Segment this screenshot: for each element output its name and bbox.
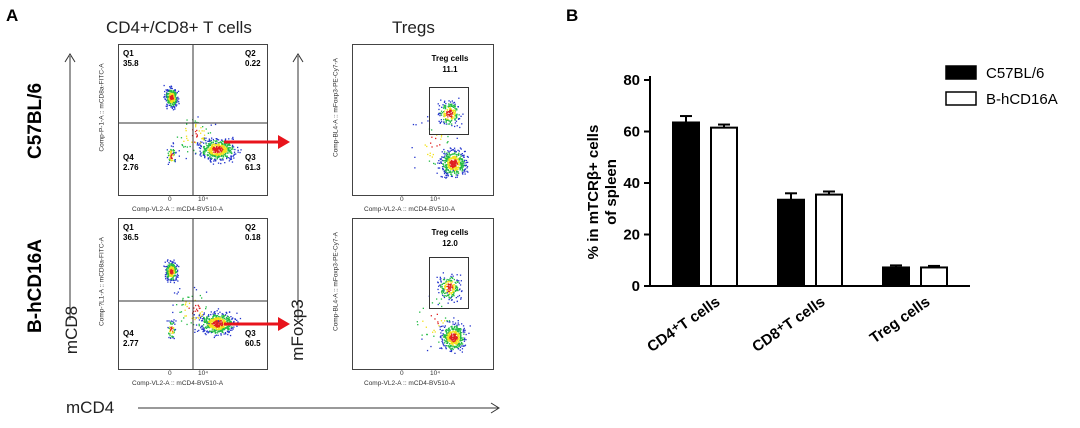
bar-b-hcd16a — [815, 193, 843, 287]
mcd4-axis-arrow — [138, 402, 500, 414]
mfoxp3-axis-arrow — [292, 53, 304, 320]
scatter-dots — [163, 84, 242, 165]
mcd8-axis-label: mCD8 — [62, 305, 81, 355]
legend-swatch-b-hcd16a — [945, 91, 977, 106]
x-tick-label: CD8⁺T cells — [749, 293, 828, 355]
x-tick-10e4: 10⁴ — [430, 196, 441, 203]
bar-c57bl6 — [882, 266, 910, 288]
plot-frame: Treg cells 12.0 — [352, 218, 494, 370]
flow-plot-b-hcd16a-cd4cd8: Comp-?L1-A :: mCD8a-FITC-A Q1 36.5 Q2 0.18… — [88, 218, 268, 390]
treg-gate-label: Treg cells 12.0 — [431, 228, 469, 248]
treg-plot-c57bl6: Comp-BL4-A :: mFoxp3-PE-Cy7-A Treg cells… — [322, 44, 502, 216]
red-arrow-top — [224, 135, 290, 149]
bar-c57bl6 — [777, 198, 805, 287]
quadrant-lines — [119, 45, 267, 195]
x-tick-10e4: 10⁴ — [430, 370, 441, 377]
x-axis-title: Comp-VL2-A :: mCD4-BV510-A — [364, 206, 456, 213]
y-axis-title: Comp-?L1-A :: mCD8a-FITC-A — [98, 237, 106, 326]
y-axis-title: Comp-BL4-A :: mFoxp3-PE-Cy7-A — [332, 232, 340, 331]
scatter-dots — [411, 97, 469, 179]
y-tick-label: 80 — [623, 72, 640, 89]
treg-gate — [429, 87, 469, 135]
bar-c57bl6 — [672, 121, 700, 287]
legend: C57BL/6 B-hCD16A — [945, 65, 1058, 108]
bar-b-hcd16a — [710, 126, 738, 287]
red-arrow-bottom — [224, 317, 290, 331]
panel-b-letter: B — [566, 6, 579, 25]
x-tick-label: CD4⁺T cells — [644, 293, 723, 355]
legend-label-c57bl6: C57BL/6 — [986, 65, 1044, 82]
row-label-c57bl6: C57BL/6 — [25, 82, 46, 160]
x-tick-0: 0 — [168, 370, 172, 377]
q2-label: Q2 0.18 — [245, 223, 261, 242]
cd4-cd8-column-title: CD4+/CD8+ T cells — [106, 18, 252, 37]
q4-label: Q4 2.77 — [123, 329, 139, 348]
x-axis-title: Comp-VL2-A :: mCD4-BV510-A — [132, 206, 224, 213]
plot-frame: Treg cells 11.1 — [352, 44, 494, 196]
bar-b-hcd16a — [920, 266, 948, 288]
treg-gate-label: Treg cells 11.1 — [431, 54, 469, 74]
q3-label: Q3 60.5 — [245, 329, 261, 348]
y-tick-label: 0 — [632, 278, 640, 295]
scatter-dots — [163, 259, 242, 340]
scatter-dots — [416, 272, 471, 354]
plot-frame: Q1 35.8 Q2 0.22 Q3 61.3 Q4 2.76 — [118, 44, 268, 196]
x-axis-title: Comp-VL2-A :: mCD4-BV510-A — [364, 380, 456, 387]
x-tick-0: 0 — [168, 196, 172, 203]
panel-a-letter: A — [6, 6, 19, 25]
y-axis-label-line1: % in mTCRβ+ cells — [585, 125, 602, 260]
y-axis-title: Comp-P-1-A :: mCD8a-FITC-A — [98, 63, 106, 152]
row-label-b-hcd16a: B-hCD16A — [25, 239, 46, 333]
x-tick-0: 0 — [400, 196, 404, 203]
legend-label-b-hcd16a: B-hCD16A — [986, 91, 1058, 108]
x-tick-label: Treg cells — [867, 293, 933, 347]
q4-label: Q4 2.76 — [123, 153, 139, 172]
bar-chart: % in mTCRβ+ cells of spleen 0 20 40 60 80 CD4… — [585, 65, 1058, 356]
treg-plot-b-hcd16a: Comp-BL4-A :: mFoxp3-PE-Cy7-A Treg cells… — [322, 218, 502, 390]
y-tick-label: 40 — [623, 175, 640, 192]
q1-label: Q1 36.5 — [123, 223, 139, 242]
treg-gate — [429, 257, 469, 309]
x-tick-10e4: 10⁴ — [198, 370, 209, 377]
y-axis-title: Comp-BL4-A :: mFoxp3-PE-Cy7-A — [332, 58, 340, 157]
x-tick-0: 0 — [400, 370, 404, 377]
quadrant-lines — [119, 219, 267, 369]
plot-frame: Q1 36.5 Q2 0.18 Q3 60.5 Q4 2.77 — [118, 218, 268, 370]
mcd4-axis-label: mCD4 — [66, 398, 115, 417]
x-axis-title: Comp-VL2-A :: mCD4-BV510-A — [132, 380, 224, 387]
tregs-column-title: Tregs — [392, 18, 435, 37]
q2-label: Q2 0.22 — [245, 49, 261, 68]
mcd8-axis-arrow — [64, 53, 76, 320]
flow-plot-c57bl6-cd4cd8: Comp-P-1-A :: mCD8a-FITC-A Q1 35.8 Q2 0.22… — [88, 44, 268, 216]
y-tick-label: 60 — [623, 124, 640, 141]
y-axis-label-line2: of spleen — [603, 159, 620, 225]
y-tick-label: 20 — [623, 227, 640, 244]
q3-label: Q3 61.3 — [245, 153, 261, 172]
x-tick-10e4: 10⁴ — [198, 196, 209, 203]
legend-swatch-c57bl6 — [945, 65, 977, 80]
q1-label: Q1 35.8 — [123, 49, 139, 68]
